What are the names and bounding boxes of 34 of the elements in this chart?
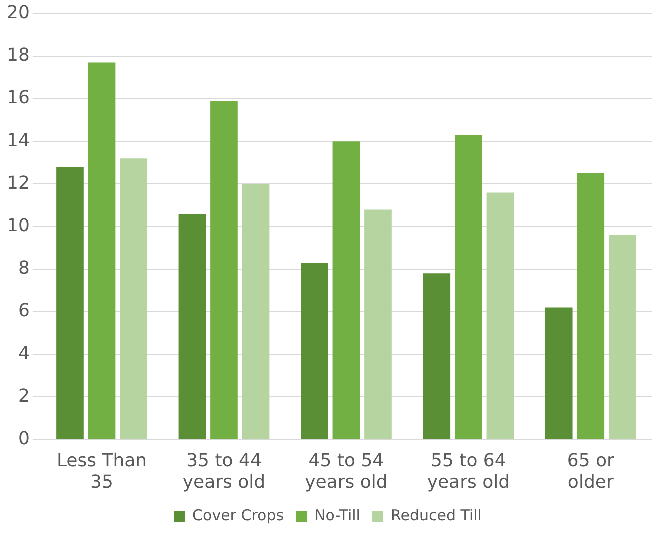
x-tick-label: 45 to 54 years old bbox=[305, 450, 388, 493]
legend-label: Reduced Till bbox=[390, 506, 482, 524]
y-tick-label: 10 bbox=[7, 215, 30, 236]
y-tick-label: 2 bbox=[18, 386, 30, 407]
y-tick-label: 4 bbox=[18, 343, 30, 364]
bar bbox=[332, 142, 360, 440]
x-tick-label: Less Than 35 bbox=[56, 450, 148, 493]
y-tick-label: 14 bbox=[7, 130, 30, 152]
y-tick-label: 8 bbox=[18, 258, 30, 280]
y-tick-label: 6 bbox=[18, 300, 30, 322]
bar bbox=[486, 192, 514, 440]
y-tick-label: 12 bbox=[7, 172, 30, 194]
bar bbox=[120, 158, 148, 440]
bar bbox=[423, 274, 451, 440]
bar bbox=[545, 308, 573, 440]
x-tick-label: 65 or older bbox=[567, 450, 616, 493]
bar bbox=[609, 235, 636, 440]
bar bbox=[210, 101, 238, 440]
bar bbox=[364, 210, 392, 440]
y-tick-label: 0 bbox=[18, 428, 30, 450]
legend-label: Cover Crops bbox=[192, 506, 284, 524]
y-tick-label: 18 bbox=[7, 45, 30, 66]
bar bbox=[88, 62, 116, 440]
x-tick-label: 35 to 44 years old bbox=[182, 450, 266, 493]
y-tick-label: 20 bbox=[7, 2, 30, 24]
bar bbox=[178, 214, 206, 440]
bar bbox=[56, 167, 84, 440]
y-tick-label: 16 bbox=[7, 88, 30, 109]
legend-label: No-Till bbox=[314, 506, 360, 524]
x-tick-label: 55 to 64 years old bbox=[427, 450, 510, 493]
bar bbox=[577, 174, 605, 440]
bar bbox=[455, 135, 482, 440]
bar bbox=[301, 263, 328, 440]
bar bbox=[242, 184, 270, 440]
